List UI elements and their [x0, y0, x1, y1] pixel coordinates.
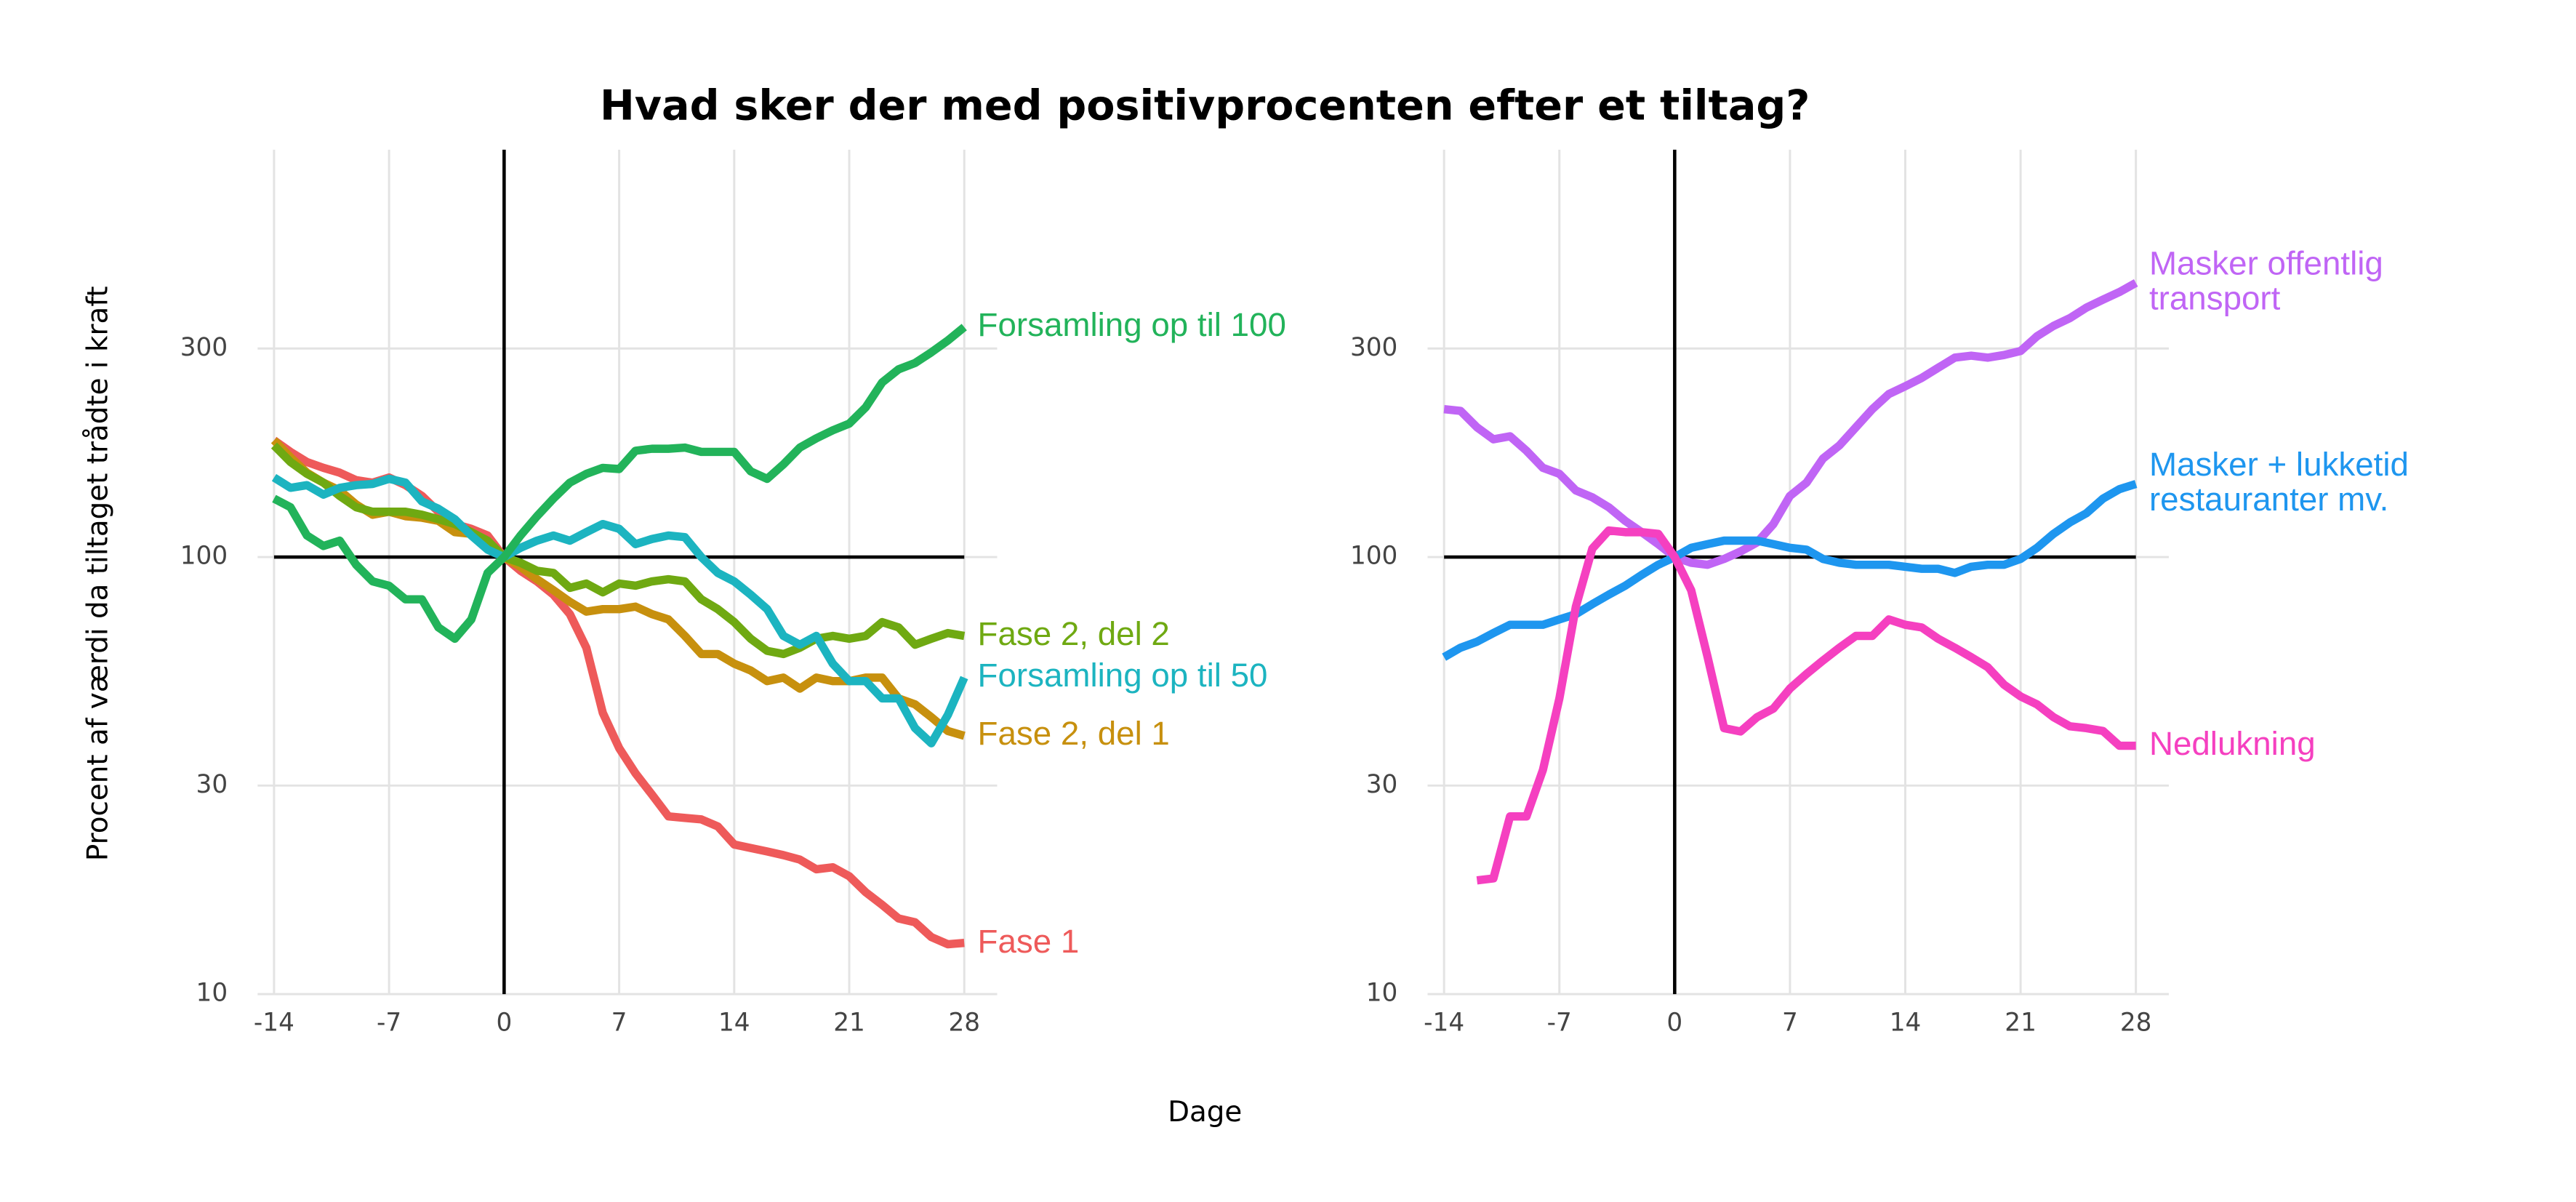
- series-label-box: Fase 1: [978, 893, 1360, 993]
- series-line: [270, 442, 966, 659]
- series-label-box: Fase 2, del 2: [978, 586, 1360, 686]
- series-line: [1442, 480, 2138, 661]
- series-line: [272, 324, 967, 644]
- x-tick-label: 14: [1890, 1009, 1922, 1038]
- series-label: Forsamling op til 100: [977, 308, 1286, 345]
- series-line: [1443, 279, 2138, 569]
- series-label-wrap: Masker offentlig transport: [2149, 233, 2432, 332]
- series-label-wrap: Forsamling op til 100: [978, 277, 1360, 377]
- series-label: Nedlukning: [2148, 726, 2316, 764]
- x-tick-label: 0: [496, 1009, 512, 1038]
- series-label-wrap: Forsamling op til 50: [978, 628, 1360, 727]
- series-label-box: Masker offentlig transport: [2149, 233, 2432, 332]
- y-tick-label: 100: [180, 542, 228, 571]
- x-tick-label: -14: [1424, 1009, 1464, 1038]
- x-tick-label: 14: [718, 1009, 750, 1038]
- x-tick-label: -14: [254, 1009, 294, 1038]
- x-axis-label: Dage: [1168, 1096, 1242, 1129]
- y-tick-label: 300: [1350, 333, 1397, 362]
- x-tick-label: 28: [2120, 1009, 2152, 1038]
- x-tick-label: 7: [1782, 1009, 1798, 1038]
- series-label: Masker offentlig transport: [2148, 246, 2383, 318]
- series-line: [271, 473, 968, 748]
- series-label-wrap: Fase 2, del 2: [978, 586, 1360, 686]
- series-label-wrap: Fase 1: [978, 893, 1360, 993]
- series-label-box: Forsamling op til 100: [978, 277, 1360, 377]
- y-tick-label: 30: [1366, 770, 1398, 799]
- series-label: Fase 2, del 2: [977, 617, 1170, 654]
- chart-title: Hvad sker der med positivprocenten efter…: [600, 81, 1810, 129]
- x-tick-label: 21: [833, 1009, 865, 1038]
- x-tick-label: 0: [1666, 1009, 1682, 1038]
- y-tick-label: 30: [196, 770, 228, 799]
- series-label-wrap: Masker + lukketid restauranter mv.: [2149, 434, 2432, 534]
- x-tick-label: 7: [611, 1009, 627, 1038]
- series-label-wrap: Nedlukning: [2149, 696, 2432, 796]
- x-tick-label: 21: [2005, 1009, 2037, 1038]
- series-label: Masker + lukketid restauranter mv.: [2148, 447, 2409, 519]
- series-label-box: Fase 2, del 1: [978, 686, 1360, 785]
- series-label-box: Masker + lukketid restauranter mv.: [2149, 434, 2432, 534]
- y-tick-label: 10: [1366, 979, 1398, 1008]
- series-label: Fase 1: [977, 923, 1080, 961]
- series-label: Fase 2, del 1: [977, 716, 1170, 753]
- x-tick-label: -7: [377, 1009, 401, 1038]
- y-tick-label: 300: [180, 333, 228, 362]
- series-label-wrap: Fase 2, del 1: [978, 686, 1360, 785]
- x-tick-label: 28: [948, 1009, 980, 1038]
- series-label-box: Nedlukning: [2149, 696, 2432, 796]
- x-tick-label: -7: [1547, 1009, 1572, 1038]
- y-axis-label: Procent af værdi da tiltaget trådte i kr…: [82, 286, 115, 861]
- series-label: Forsamling op til 50: [977, 658, 1268, 695]
- y-tick-label: 100: [1350, 542, 1397, 571]
- series-label-box: Forsamling op til 50: [978, 628, 1360, 727]
- y-tick-label: 10: [196, 979, 228, 1008]
- series-line: [1476, 526, 2136, 885]
